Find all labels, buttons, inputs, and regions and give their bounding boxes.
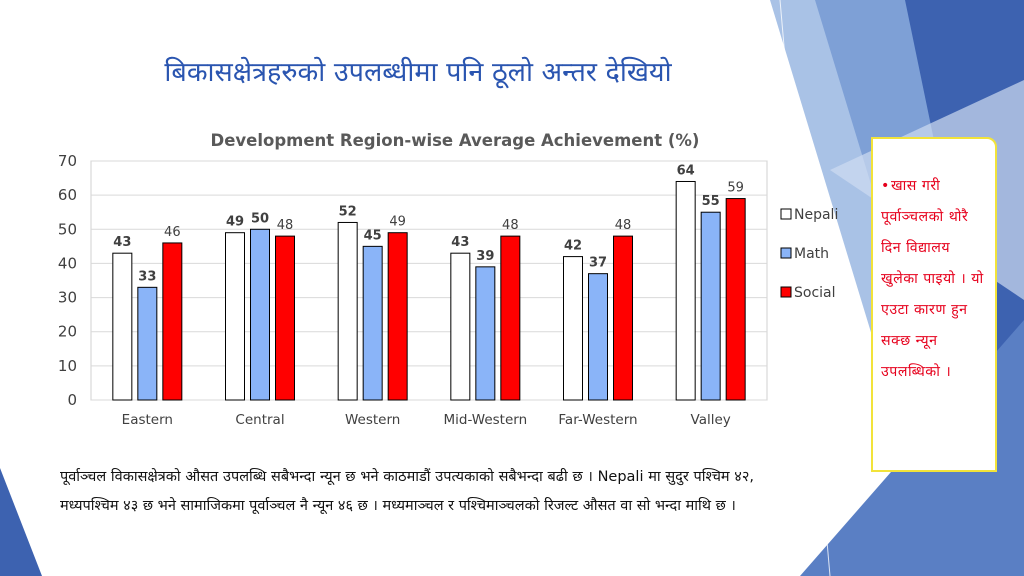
chart-title: Development Region-wise Average Achievem…	[211, 131, 700, 150]
x-tick-label: Western	[345, 412, 400, 428]
data-label: 52	[339, 204, 357, 219]
x-tick-label: Eastern	[122, 412, 173, 428]
bar-nepali	[675, 180, 696, 401]
bar-math	[700, 211, 721, 401]
legend-label: Social	[794, 285, 836, 301]
bar-math	[250, 228, 270, 401]
y-tick-label: 10	[58, 357, 77, 375]
bar-math	[588, 273, 608, 401]
callout-body: खास गरी पूर्वाञ्चलको थोरै दिन विद्यालय ख…	[881, 178, 984, 380]
callout-bullet: •	[881, 178, 890, 194]
bar-social	[613, 235, 633, 401]
data-label: 43	[113, 235, 131, 250]
data-label: 33	[138, 269, 156, 284]
data-label: 49	[226, 215, 244, 230]
bar-social	[387, 232, 408, 401]
y-tick-label: 30	[58, 289, 77, 307]
x-tick-label: Far-Western	[558, 412, 637, 428]
y-tick-label: 70	[58, 152, 77, 170]
callout-text: •खास गरी पूर्वाञ्चलको थोरै दिन विद्यालय …	[881, 171, 987, 388]
data-label: 49	[389, 215, 406, 230]
data-label: 48	[502, 218, 519, 233]
bar-math	[137, 286, 158, 401]
bar-nepali	[563, 256, 583, 401]
y-tick-label: 60	[58, 186, 77, 204]
y-tick-label: 40	[58, 254, 77, 272]
y-tick-label: 20	[58, 323, 77, 341]
y-tick-label: 0	[67, 391, 77, 409]
decor-shape-left	[0, 468, 42, 576]
data-label: 42	[564, 239, 582, 254]
bar-math	[475, 266, 496, 401]
x-tick-label: Mid-Western	[443, 412, 527, 428]
legend-swatch	[780, 247, 792, 259]
bar-social	[500, 235, 521, 401]
bar-social	[162, 242, 183, 401]
slide-title: बिकासक्षेत्रहरुको उपलब्धीमा पनि ठूलो अन्…	[164, 57, 672, 88]
bar-nepali	[112, 252, 133, 401]
legend-label: Nepali	[794, 207, 838, 223]
data-label: 48	[277, 218, 294, 233]
data-label: 50	[251, 211, 269, 226]
x-tick-label: Valley	[691, 412, 731, 428]
data-label: 48	[615, 218, 632, 233]
data-label: 45	[364, 228, 382, 243]
legend-swatch	[780, 286, 792, 298]
bar-nepali	[450, 252, 471, 401]
data-label: 64	[677, 163, 695, 178]
data-label: 55	[702, 194, 720, 209]
bar-nepali	[225, 232, 245, 401]
x-tick-label: Central	[235, 412, 284, 428]
legend-label: Math	[794, 246, 829, 262]
body-paragraph: पूर्वाञ्चल विकासक्षेत्रको औसत उपलब्धि सब…	[60, 469, 754, 514]
data-label: 59	[727, 181, 744, 196]
data-label: 46	[164, 225, 181, 240]
bar-social	[725, 198, 746, 401]
data-label: 39	[476, 249, 494, 264]
bar-math	[362, 245, 383, 401]
y-tick-label: 50	[58, 220, 77, 238]
data-label: 37	[589, 256, 607, 271]
bar-social	[275, 235, 295, 401]
bar-nepali	[337, 221, 358, 401]
callout-box: •खास गरी पूर्वाञ्चलको थोरै दिन विद्यालय …	[871, 137, 997, 472]
decor-line	[779, 0, 831, 576]
legend-swatch	[780, 208, 792, 220]
data-label: 43	[451, 235, 469, 250]
plot-area	[90, 160, 768, 401]
